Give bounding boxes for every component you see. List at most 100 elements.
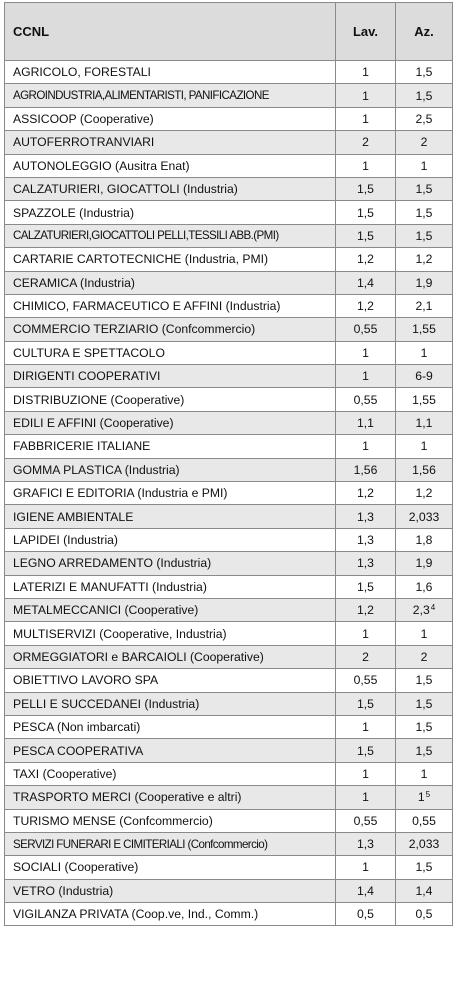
lav-value-cell: 1,2 bbox=[335, 481, 396, 506]
lav-value-cell: 1,4 bbox=[335, 878, 396, 904]
az-value-cell: 2,033 bbox=[395, 831, 453, 857]
az-value: 2,1 bbox=[415, 299, 433, 314]
table-row: AGRICOLO, FORESTALI 1 1,5 bbox=[4, 59, 453, 85]
az-value-cell: 2,34 bbox=[395, 597, 453, 623]
az-value: 1,2 bbox=[415, 252, 433, 267]
table-row: TAXI (Cooperative) 1 1 bbox=[4, 761, 453, 787]
table-row: DIRIGENTI COOPERATIVI 1 6-9 bbox=[4, 364, 453, 389]
az-value: 1,5 bbox=[415, 65, 433, 80]
lav-value-cell: 1,1 bbox=[335, 410, 396, 436]
ccnl-name-cell: CARTARIE CARTOTECNICHE (Industria, PMI) bbox=[4, 247, 336, 272]
table-row: VETRO (Industria) 1,4 1,4 bbox=[4, 878, 453, 904]
az-value: 1,9 bbox=[415, 556, 433, 571]
lav-value-cell: 1,5 bbox=[335, 738, 396, 763]
ccnl-name-cell: LEGNO ARREDAMENTO (Industria) bbox=[4, 551, 336, 576]
ccnl-name-cell: ASSICOOP (Cooperative) bbox=[4, 106, 336, 132]
lav-value-cell: 1,2 bbox=[335, 293, 396, 319]
az-value: 1 bbox=[420, 345, 428, 360]
az-value-cell: 1,4 bbox=[395, 878, 453, 904]
ccnl-name-cell: AUTOFERROTRANVIARI bbox=[4, 130, 336, 155]
az-value: 1 bbox=[420, 766, 428, 781]
ccnl-name-cell: CULTURA E SPETTACOLO bbox=[4, 340, 336, 366]
az-value-cell: 1,9 bbox=[395, 270, 453, 295]
ccnl-name-cell: OBIETTIVO LAVORO SPA bbox=[4, 668, 336, 693]
az-value-cell: 1 bbox=[395, 153, 453, 178]
header-az: Az. bbox=[395, 2, 453, 61]
table-row: ASSICOOP (Cooperative) 1 2,5 bbox=[4, 106, 453, 132]
lav-value-cell: 1,2 bbox=[335, 597, 396, 623]
az-value: 1,4 bbox=[415, 883, 433, 898]
az-value: 1,5 bbox=[415, 673, 433, 688]
table-row: DISTRIBUZIONE (Cooperative) 0,55 1,55 bbox=[4, 387, 453, 412]
ccnl-name-cell: TURISMO MENSE (Confcommercio) bbox=[4, 808, 336, 833]
ccnl-name-cell: AGRICOLO, FORESTALI bbox=[4, 59, 336, 85]
az-value: 2,5 bbox=[415, 111, 433, 126]
ccnl-name-cell: PELLI E SUCCEDANEI (Industria) bbox=[4, 691, 336, 716]
ccnl-name-cell: VIGILANZA PRIVATA (Coop.ve, Ind., Comm.) bbox=[4, 902, 336, 927]
az-value: 1,56 bbox=[412, 462, 436, 477]
table-row: CHIMICO, FARMACEUTICO E AFFINI (Industri… bbox=[4, 293, 453, 319]
az-value: 1,5 bbox=[415, 205, 433, 220]
ccnl-name-cell: METALMECCANICI (Cooperative) bbox=[4, 597, 336, 623]
lav-value-cell: 1,5 bbox=[335, 200, 396, 225]
az-value-cell: 1,5 bbox=[395, 59, 453, 85]
ccnl-name-cell: COMMERCIO TERZIARIO (Confcommercio) bbox=[4, 317, 336, 342]
ccnl-name-cell: CERAMICA (Industria) bbox=[4, 270, 336, 295]
lav-value-cell: 1,5 bbox=[335, 176, 396, 202]
lav-value-cell: 1,3 bbox=[335, 551, 396, 576]
az-value-cell: 1,5 bbox=[395, 714, 453, 740]
lav-value-cell: 1,5 bbox=[335, 223, 396, 249]
lav-value-cell: 1,5 bbox=[335, 691, 396, 716]
az-value-cell: 1,56 bbox=[395, 457, 453, 483]
az-value-cell: 2,033 bbox=[395, 504, 453, 529]
lav-value-cell: 1 bbox=[335, 434, 396, 459]
az-value-cell: 1,5 bbox=[395, 176, 453, 202]
ccnl-name-cell: GRAFICI E EDITORIA (Industria e PMI) bbox=[4, 481, 336, 506]
az-value-cell: 1,5 bbox=[395, 200, 453, 225]
lav-value-cell: 1 bbox=[335, 364, 396, 389]
lav-value-cell: 1 bbox=[335, 340, 396, 366]
az-value-cell: 0,5 bbox=[395, 902, 453, 927]
az-value: 0,55 bbox=[412, 813, 436, 828]
az-value-cell: 1,5 bbox=[395, 223, 453, 249]
table-row: OBIETTIVO LAVORO SPA 0,55 1,5 bbox=[4, 668, 453, 693]
ccnl-table-container: CCNL Lav. Az. AGRICOLO, FORESTALI 1 1,5 AGR… bbox=[4, 2, 453, 927]
header-lav: Lav. bbox=[335, 2, 396, 61]
az-value: 1,5 bbox=[415, 88, 433, 103]
az-value-cell: 1,2 bbox=[395, 247, 453, 272]
lav-value-cell: 1,4 bbox=[335, 270, 396, 295]
table-row: LAPIDEI (Industria) 1,3 1,8 bbox=[4, 527, 453, 553]
az-value: 1,55 bbox=[412, 392, 436, 407]
table-row: CALZATURIERI,GIOCATTOLI PELLI,TESSILI AB… bbox=[4, 223, 453, 249]
lav-value-cell: 1 bbox=[335, 153, 396, 178]
lav-value-cell: 0,55 bbox=[335, 317, 396, 342]
az-value-cell: 1,8 bbox=[395, 527, 453, 553]
ccnl-contribution-table: CCNL Lav. Az. AGRICOLO, FORESTALI 1 1,5 AGR… bbox=[4, 2, 453, 927]
az-value: 1 bbox=[420, 626, 428, 641]
az-value-cell: 2,5 bbox=[395, 106, 453, 132]
az-value: 2,3 bbox=[412, 603, 430, 618]
az-value: 2 bbox=[420, 649, 428, 664]
table-row: PELLI E SUCCEDANEI (Industria) 1,5 1,5 bbox=[4, 691, 453, 716]
table-row: PESCA (Non imbarcati) 1 1,5 bbox=[4, 714, 453, 740]
table-row: COMMERCIO TERZIARIO (Confcommercio) 0,55 1… bbox=[4, 317, 453, 342]
table-row: MULTISERVIZI (Cooperative, Industria) 1 1 bbox=[4, 621, 453, 646]
lav-value-cell: 1,2 bbox=[335, 247, 396, 272]
table-row: CALZATURIERI, GIOCATTOLI (Industria) 1,5 1… bbox=[4, 176, 453, 202]
ccnl-name-cell: FABBRICERIE ITALIANE bbox=[4, 434, 336, 459]
az-value: 1 bbox=[420, 158, 428, 173]
ccnl-name-cell: GOMMA PLASTICA (Industria) bbox=[4, 457, 336, 483]
az-value-cell: 1,9 bbox=[395, 551, 453, 576]
table-row: SOCIALI (Cooperative) 1 1,5 bbox=[4, 855, 453, 880]
az-value: 1,5 bbox=[415, 720, 433, 735]
table-body: AGRICOLO, FORESTALI 1 1,5 AGROINDUSTRIA,ALI… bbox=[4, 59, 453, 927]
az-value-cell: 1 bbox=[395, 621, 453, 646]
ccnl-name-cell: AUTONOLEGGIO (Ausitra Enat) bbox=[4, 153, 336, 178]
lav-value-cell: 1 bbox=[335, 83, 396, 108]
ccnl-name-cell: MULTISERVIZI (Cooperative, Industria) bbox=[4, 621, 336, 646]
lav-value-cell: 2 bbox=[335, 644, 396, 670]
lav-value-cell: 0,55 bbox=[335, 387, 396, 412]
table-row: PESCA COOPERATIVA 1,5 1,5 bbox=[4, 738, 453, 763]
az-value-cell: 6-9 bbox=[395, 364, 453, 389]
lav-value-cell: 0,55 bbox=[335, 668, 396, 693]
